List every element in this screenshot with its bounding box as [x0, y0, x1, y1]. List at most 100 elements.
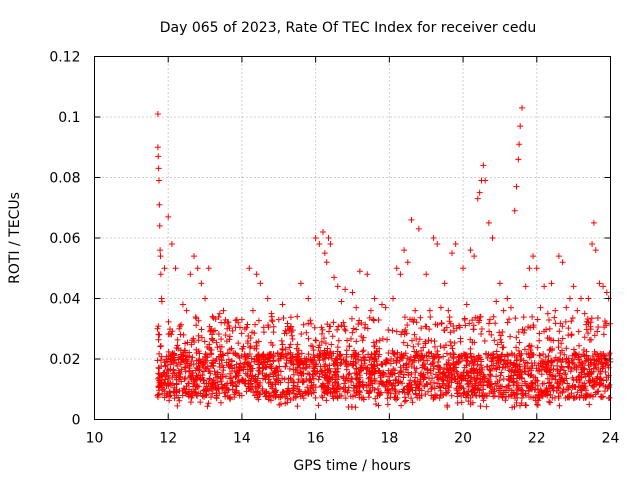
- data-point: [568, 331, 575, 338]
- data-point: [218, 356, 225, 363]
- data-point: [204, 403, 211, 410]
- data-point: [320, 356, 327, 363]
- data-point: [177, 331, 184, 338]
- data-point: [207, 346, 214, 353]
- data-point: [522, 368, 529, 375]
- data-point: [456, 380, 463, 387]
- data-point: [372, 401, 379, 408]
- data-point: [597, 375, 604, 382]
- data-point: [366, 367, 373, 374]
- data-point: [416, 392, 423, 399]
- data-point: [209, 313, 216, 320]
- data-point: [527, 384, 534, 391]
- data-point: [547, 369, 554, 376]
- data-point: [205, 265, 212, 272]
- data-point: [296, 361, 303, 368]
- data-point: [257, 280, 264, 287]
- data-point: [521, 327, 528, 334]
- data-point: [429, 375, 436, 382]
- data-point: [515, 368, 522, 375]
- data-point: [582, 383, 589, 390]
- data-point: [583, 321, 590, 328]
- data-point: [264, 358, 271, 365]
- data-point: [384, 387, 391, 394]
- data-point: [255, 338, 262, 345]
- data-point: [220, 352, 227, 359]
- data-point: [249, 307, 256, 314]
- data-point: [484, 379, 491, 386]
- data-point: [546, 316, 553, 323]
- data-point: [325, 384, 332, 391]
- data-point: [193, 315, 200, 322]
- data-point: [404, 321, 411, 328]
- data-point: [340, 319, 347, 326]
- data-point: [327, 368, 334, 375]
- data-point: [467, 350, 474, 357]
- data-point: [480, 397, 487, 404]
- data-point: [491, 392, 498, 399]
- data-point: [226, 363, 233, 370]
- data-point: [588, 359, 595, 366]
- data-point: [600, 351, 607, 358]
- data-point: [451, 327, 458, 334]
- data-point: [235, 319, 242, 326]
- data-point: [431, 385, 438, 392]
- data-point: [591, 381, 598, 388]
- data-point: [566, 295, 573, 302]
- data-point: [198, 334, 205, 341]
- data-point: [224, 325, 231, 332]
- data-point: [505, 357, 512, 364]
- data-point: [298, 350, 305, 357]
- data-point: [541, 328, 548, 335]
- data-point: [338, 392, 345, 399]
- data-point: [318, 338, 325, 345]
- data-point: [604, 362, 611, 369]
- data-point: [423, 323, 430, 330]
- data-point: [378, 361, 385, 368]
- data-point: [401, 331, 408, 338]
- data-point: [393, 377, 400, 384]
- data-point: [409, 358, 416, 365]
- data-point: [306, 371, 313, 378]
- data-point: [470, 370, 477, 377]
- data-point: [431, 338, 438, 345]
- data-point: [319, 392, 326, 399]
- data-point: [533, 401, 540, 408]
- data-point: [536, 330, 543, 337]
- data-point: [512, 315, 519, 322]
- data-point: [398, 402, 405, 409]
- data-point: [491, 386, 498, 393]
- data-point: [507, 304, 514, 311]
- data-point: [252, 321, 259, 328]
- data-point: [601, 388, 608, 395]
- data-point: [171, 356, 178, 363]
- data-point: [514, 394, 521, 401]
- data-point: [575, 328, 582, 335]
- data-point: [400, 386, 407, 393]
- data-point: [581, 310, 588, 317]
- data-point: [570, 283, 577, 290]
- data-point: [455, 359, 462, 366]
- data-point: [188, 341, 195, 348]
- data-point: [306, 363, 313, 370]
- data-point: [503, 360, 510, 367]
- data-point: [471, 389, 478, 396]
- data-point: [278, 337, 285, 344]
- data-point: [401, 352, 408, 359]
- data-point: [456, 353, 463, 360]
- data-point: [195, 332, 202, 339]
- data-point: [584, 316, 591, 323]
- data-point: [555, 344, 562, 351]
- data-point: [250, 389, 257, 396]
- data-point: [221, 319, 228, 326]
- data-point: [437, 304, 444, 311]
- data-point: [262, 364, 269, 371]
- data-point: [310, 375, 317, 382]
- data-point: [217, 375, 224, 382]
- data-point: [428, 392, 435, 399]
- data-point: [500, 307, 507, 314]
- data-point: [253, 345, 260, 352]
- x-tick-label: 14: [233, 431, 251, 447]
- data-point: [279, 350, 286, 357]
- data-point: [275, 316, 282, 323]
